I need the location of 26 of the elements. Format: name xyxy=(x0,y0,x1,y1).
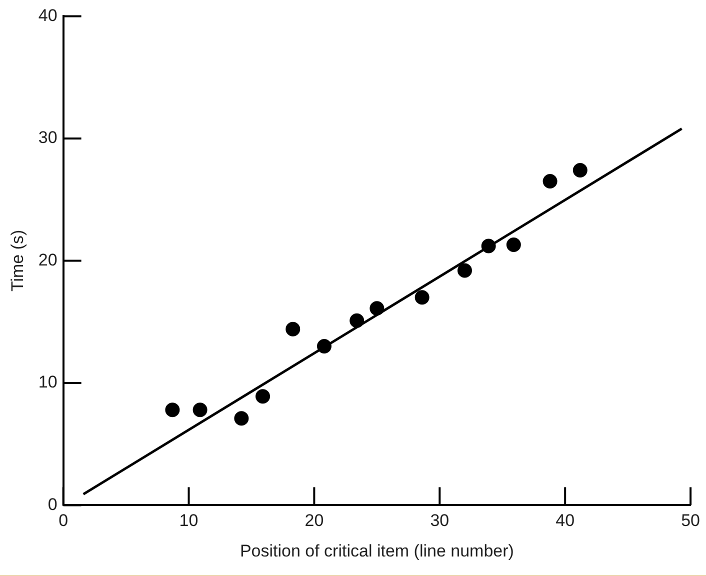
point xyxy=(506,238,521,252)
y-tick-label: 40 xyxy=(38,6,58,25)
point xyxy=(234,411,249,426)
point xyxy=(286,322,300,336)
y-tick-label: 20 xyxy=(38,250,58,270)
y-axis-title: Time (s) xyxy=(8,230,27,292)
point xyxy=(572,162,588,178)
x-tick-label: 40 xyxy=(556,511,575,530)
point xyxy=(165,402,180,418)
point xyxy=(256,389,270,404)
point xyxy=(414,290,430,305)
point xyxy=(457,263,472,278)
x-axis-title: Position of critical item (line number) xyxy=(240,541,514,560)
point xyxy=(542,174,558,188)
x-tick-label: 30 xyxy=(430,511,450,530)
point xyxy=(370,301,384,316)
point xyxy=(192,402,208,418)
y-tick-label: 0 xyxy=(48,494,58,514)
x-tick-label: 50 xyxy=(681,511,700,530)
point xyxy=(316,339,332,354)
y-tick-label: 10 xyxy=(38,372,58,392)
x-tick-label: 20 xyxy=(304,511,324,530)
point xyxy=(481,238,496,254)
x-tick-label: 10 xyxy=(179,511,198,530)
point xyxy=(350,313,364,328)
y-tick-label: 30 xyxy=(38,128,58,148)
